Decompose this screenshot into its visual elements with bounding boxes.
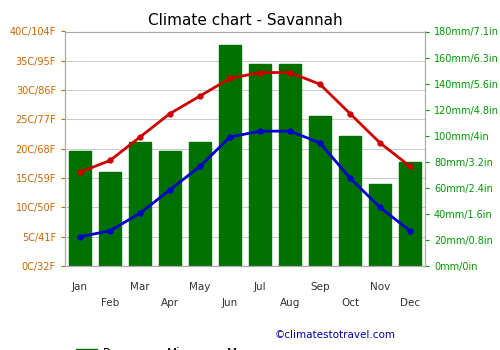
Text: Nov: Nov bbox=[370, 282, 390, 292]
Bar bbox=[279, 64, 301, 266]
Text: May: May bbox=[190, 282, 210, 292]
Bar bbox=[219, 44, 241, 266]
Bar bbox=[249, 64, 271, 266]
Text: Dec: Dec bbox=[400, 298, 420, 308]
Bar bbox=[99, 172, 121, 266]
Bar bbox=[399, 162, 421, 266]
Bar bbox=[309, 116, 331, 266]
Text: ©climatestotravel.com: ©climatestotravel.com bbox=[275, 329, 396, 340]
Text: Mar: Mar bbox=[130, 282, 150, 292]
Bar bbox=[69, 151, 91, 266]
Text: Aug: Aug bbox=[280, 298, 300, 308]
Bar bbox=[129, 142, 151, 266]
Bar bbox=[159, 151, 181, 266]
Text: Apr: Apr bbox=[161, 298, 179, 308]
Title: Climate chart - Savannah: Climate chart - Savannah bbox=[148, 13, 342, 28]
Text: Jan: Jan bbox=[72, 282, 88, 292]
Text: Oct: Oct bbox=[341, 298, 359, 308]
Legend: Prec, Min, Max: Prec, Min, Max bbox=[71, 342, 256, 350]
Text: Feb: Feb bbox=[101, 298, 119, 308]
Text: Jun: Jun bbox=[222, 298, 238, 308]
Bar bbox=[369, 184, 391, 266]
Text: Jul: Jul bbox=[254, 282, 266, 292]
Text: Sep: Sep bbox=[310, 282, 330, 292]
Bar bbox=[339, 136, 361, 266]
Bar bbox=[189, 142, 211, 266]
